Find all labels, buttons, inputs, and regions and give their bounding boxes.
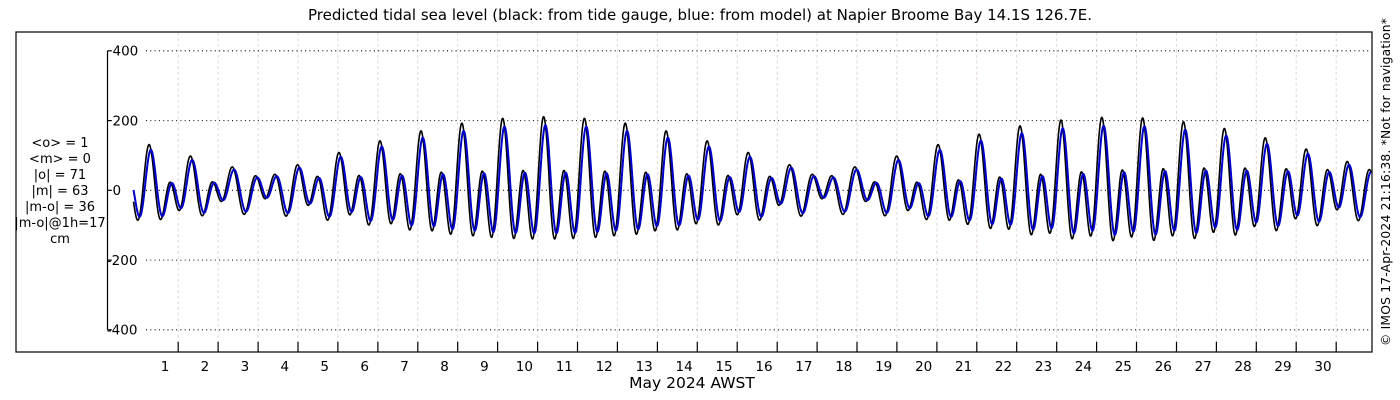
x-tick-label: 23: [1035, 359, 1052, 375]
x-tick-label: 5: [320, 359, 329, 375]
x-tick-label: 22: [995, 359, 1012, 375]
x-tick-label: 24: [1075, 359, 1092, 375]
y-tick-label: -200: [107, 253, 138, 269]
y-tick-label: 0: [113, 183, 122, 199]
x-tick-label: 30: [1314, 359, 1331, 375]
x-tick-label: 12: [596, 359, 613, 375]
x-tick-label: 10: [516, 359, 533, 375]
x-tick-label: 3: [241, 359, 250, 375]
model-tide-series: [132, 124, 1373, 236]
x-tick-label: 11: [556, 359, 573, 375]
x-tick-label: 29: [1274, 359, 1291, 375]
y-tick-label: 400: [113, 44, 139, 60]
y-tick-label: 200: [113, 113, 139, 129]
stat-mean-observed: <o> = 1: [31, 136, 89, 151]
y-tick-label: -400: [107, 323, 138, 339]
x-tick-label: 6: [360, 359, 369, 375]
x-axis-title: May 2024 AWST: [629, 374, 755, 392]
x-tick-label: 21: [955, 359, 972, 375]
x-tick-label: 20: [915, 359, 932, 375]
x-tick-label: 17: [795, 359, 812, 375]
x-tick-label: 1: [161, 359, 170, 375]
x-tick-label: 13: [636, 359, 653, 375]
stat-abs-observed: |o| = 71: [33, 168, 87, 183]
x-tick-label: 19: [875, 359, 892, 375]
imos-watermark: © IMOS 17-Apr-2024 21:16:38. *Not for na…: [1379, 17, 1393, 346]
observed-tide-series: [132, 115, 1373, 242]
x-tick-label: 2: [201, 359, 210, 375]
stats-box: <o> = 1 <m> = 0 |o| = 71 |m| = 63 |m-o| …: [12, 136, 108, 248]
chart-title: Predicted tidal sea level (black: from t…: [307, 6, 1092, 24]
x-tick-label: 8: [440, 359, 449, 375]
stat-abs-diff: |m-o| = 36: [24, 200, 95, 215]
x-tick-label: 16: [755, 359, 772, 375]
stat-abs-model: |m| = 63: [31, 184, 89, 199]
x-tick-label: 18: [835, 359, 852, 375]
x-tick-label: 15: [715, 359, 732, 375]
x-tick-label: 28: [1235, 359, 1252, 375]
x-tick-label: 9: [480, 359, 489, 375]
stat-mean-model: <m> = 0: [29, 152, 91, 167]
x-tick-label: 7: [400, 359, 409, 375]
stat-units: cm: [50, 232, 70, 247]
plot-frame: [15, 31, 1373, 353]
x-tick-label: 26: [1155, 359, 1172, 375]
x-tick-label: 4: [281, 359, 290, 375]
x-tick-label: 27: [1195, 359, 1212, 375]
x-tick-label: 25: [1115, 359, 1132, 375]
stat-abs-diff-1h: |m-o|@1h=17: [14, 216, 106, 231]
x-tick-label: 14: [676, 359, 693, 375]
